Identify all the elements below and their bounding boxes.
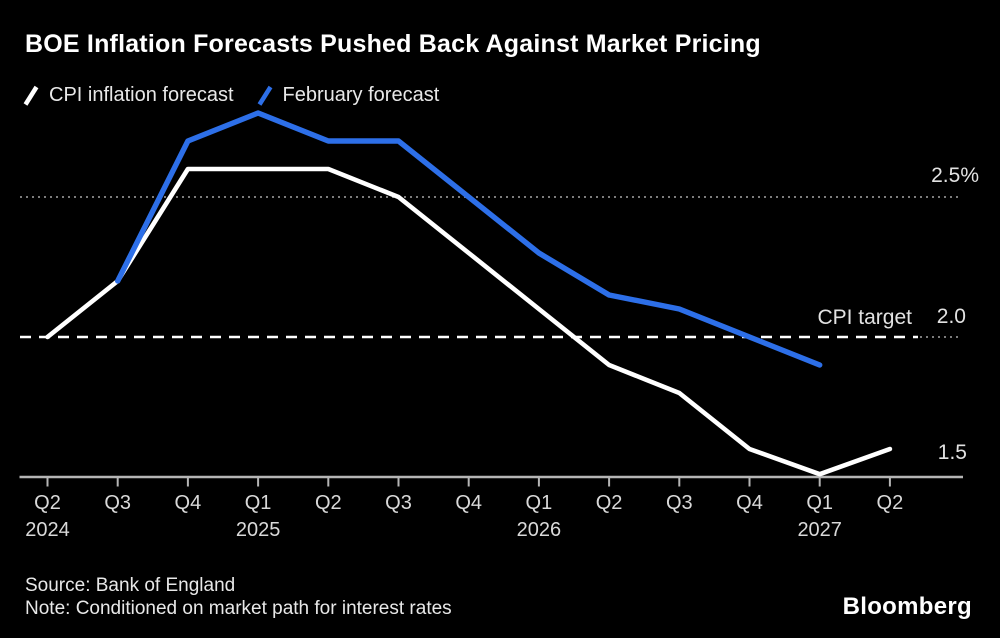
x-tick-label: Q3 [385, 492, 412, 514]
x-tick-label: Q3 [665, 492, 693, 514]
x-tick-label: Q1 [525, 492, 553, 514]
legend-item-february-forecast: February forecast [256, 84, 440, 107]
bloomberg-logo: Bloomberg [842, 593, 972, 620]
x-tick-label: Q2 [876, 492, 904, 514]
x-year-label: 2026 [516, 519, 562, 541]
x-year-label: 2025 [235, 519, 281, 541]
cpi-inflation-forecast-line [45, 166, 893, 477]
x-tick-label: Q3 [104, 492, 132, 514]
blue-line-swatch-icon [256, 85, 274, 107]
y-axis-label-2-0: 2.0 [936, 305, 966, 328]
x-axis-labels: Q2 Q3 Q4 Q1 Q2 Q3 Q4 Q1 Q2 Q3 Q4 Q1 Q2 2024 2025 2026 20… [0, 492, 1000, 552]
x-tick-label: Q4 [174, 492, 202, 514]
conditioning-note: Note: Conditioned on market path for int… [25, 598, 452, 619]
x-year-label: 2027 [797, 519, 842, 541]
y-axis-label-1-5: 1.5 [937, 441, 967, 464]
legend-label-february-forecast: February forecast [282, 84, 440, 106]
x-tick-label: Q1 [244, 492, 272, 514]
chart-title: BOE Inflation Forecasts Pushed Back Agai… [25, 30, 761, 58]
x-tick-label: Q4 [455, 492, 483, 514]
source-note: Source: Bank of England [25, 575, 236, 596]
legend-label-cpi-inflation-forecast: CPI inflation forecast [49, 84, 234, 106]
x-year-label: 2024 [25, 519, 70, 541]
white-line-swatch-icon [22, 85, 40, 107]
x-tick-label: Q2 [314, 492, 342, 514]
x-tick-label: Q1 [806, 492, 834, 514]
cpi-target-annotation: CPI target [817, 306, 912, 329]
y-axis-label-2-5-pct: 2.5% [931, 164, 979, 187]
february-forecast-line [114, 110, 823, 368]
x-tick-label: Q2 [34, 492, 61, 514]
x-tick-label: Q2 [595, 492, 623, 514]
x-tick-label: Q4 [736, 492, 763, 514]
legend-item-cpi-inflation-forecast: CPI inflation forecast [22, 84, 234, 107]
legend: CPI inflation forecast February forecast [22, 84, 439, 107]
